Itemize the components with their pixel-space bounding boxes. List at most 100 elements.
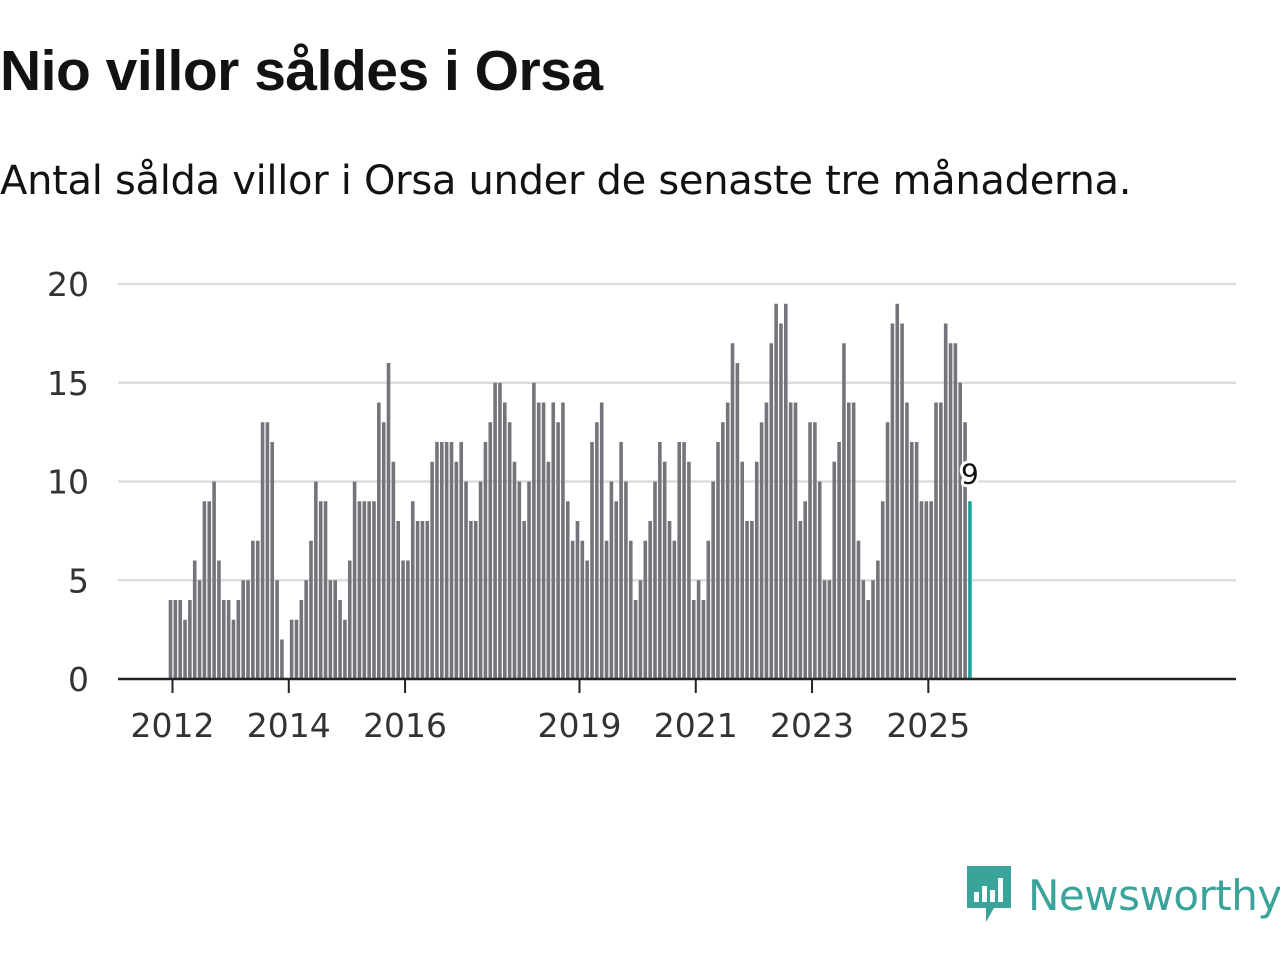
bar (507, 422, 512, 679)
gridlines (118, 282, 1236, 582)
bar (541, 402, 546, 679)
x-tick-label: 2016 (363, 706, 447, 745)
bar (527, 481, 531, 679)
bar (730, 343, 735, 679)
bar (454, 461, 459, 679)
bar (590, 442, 594, 679)
bar (696, 580, 701, 679)
bar (735, 363, 740, 679)
bar (721, 422, 725, 679)
bar (488, 422, 493, 679)
bar (498, 382, 502, 679)
bar (294, 619, 299, 679)
bar (716, 442, 720, 679)
bar (444, 442, 449, 679)
bar (202, 501, 207, 679)
bar (580, 540, 585, 679)
bar (236, 600, 241, 679)
bar (207, 501, 212, 679)
brand-name: Newsworthy (1028, 870, 1280, 920)
bar (604, 540, 609, 679)
bar (658, 442, 662, 679)
bar (813, 422, 817, 679)
bar (415, 521, 420, 679)
bar (255, 540, 260, 679)
bar (464, 481, 468, 679)
bar (188, 600, 192, 679)
bar (212, 481, 216, 679)
bar (260, 422, 265, 679)
bar (173, 600, 178, 679)
bar (769, 343, 774, 679)
bar (420, 521, 425, 679)
bar (837, 442, 841, 679)
x-tick-label: 2021 (654, 706, 738, 745)
bar (377, 402, 381, 679)
bar (847, 402, 851, 679)
bar (662, 461, 667, 679)
bar (682, 442, 686, 679)
bar (299, 600, 304, 679)
bar (948, 343, 953, 679)
y-tick-label: 5 (68, 561, 89, 600)
bar (759, 422, 764, 679)
bar (483, 442, 488, 679)
bar (653, 481, 657, 679)
bar (793, 402, 798, 679)
bar (691, 600, 696, 679)
bar (289, 619, 294, 679)
bar (357, 501, 362, 679)
bar (687, 461, 691, 679)
bar (546, 461, 551, 679)
bar (706, 540, 711, 679)
bar (905, 402, 909, 679)
bar (522, 521, 526, 679)
bar (435, 442, 439, 679)
bar (943, 323, 948, 679)
bar (890, 323, 895, 679)
x-tick-label: 2012 (131, 706, 215, 745)
bar (503, 402, 507, 679)
bar (914, 442, 919, 679)
bar (551, 402, 556, 679)
bar (667, 521, 672, 679)
bar (638, 580, 643, 679)
bar (178, 600, 182, 679)
bar (512, 461, 517, 679)
bar (314, 481, 318, 679)
newsworthy-brand[interactable]: Newsworthy (964, 864, 1280, 926)
bar (784, 303, 788, 679)
y-tick-label: 15 (47, 364, 89, 403)
data-labels: 9 (958, 454, 982, 493)
bar (343, 619, 347, 679)
bar (425, 521, 430, 679)
bar (764, 402, 769, 679)
bar (493, 382, 497, 679)
bar (575, 521, 580, 679)
bar (963, 422, 967, 679)
bar (939, 402, 943, 679)
bar (318, 501, 323, 679)
bar (871, 580, 875, 679)
bar (410, 501, 415, 679)
bar (226, 600, 231, 679)
bar (556, 422, 560, 679)
bar (822, 580, 827, 679)
bar (362, 501, 367, 679)
bar (851, 402, 856, 679)
bar (701, 600, 706, 679)
bar (788, 402, 793, 679)
bar (876, 560, 880, 679)
bar (672, 540, 677, 679)
axes: 0 5 10 15 20 2012 2014 2016 2019 2021 2023 2025 (47, 265, 1236, 745)
bar (798, 521, 803, 679)
chart-subtitle: Antal sålda villor i Orsa under de senas… (0, 158, 1132, 204)
bar (347, 560, 352, 679)
bar (754, 461, 759, 679)
bar (900, 323, 904, 679)
bar (270, 442, 275, 679)
bar (338, 600, 342, 679)
bar (478, 481, 483, 679)
bar (817, 481, 822, 679)
bar (231, 619, 236, 679)
